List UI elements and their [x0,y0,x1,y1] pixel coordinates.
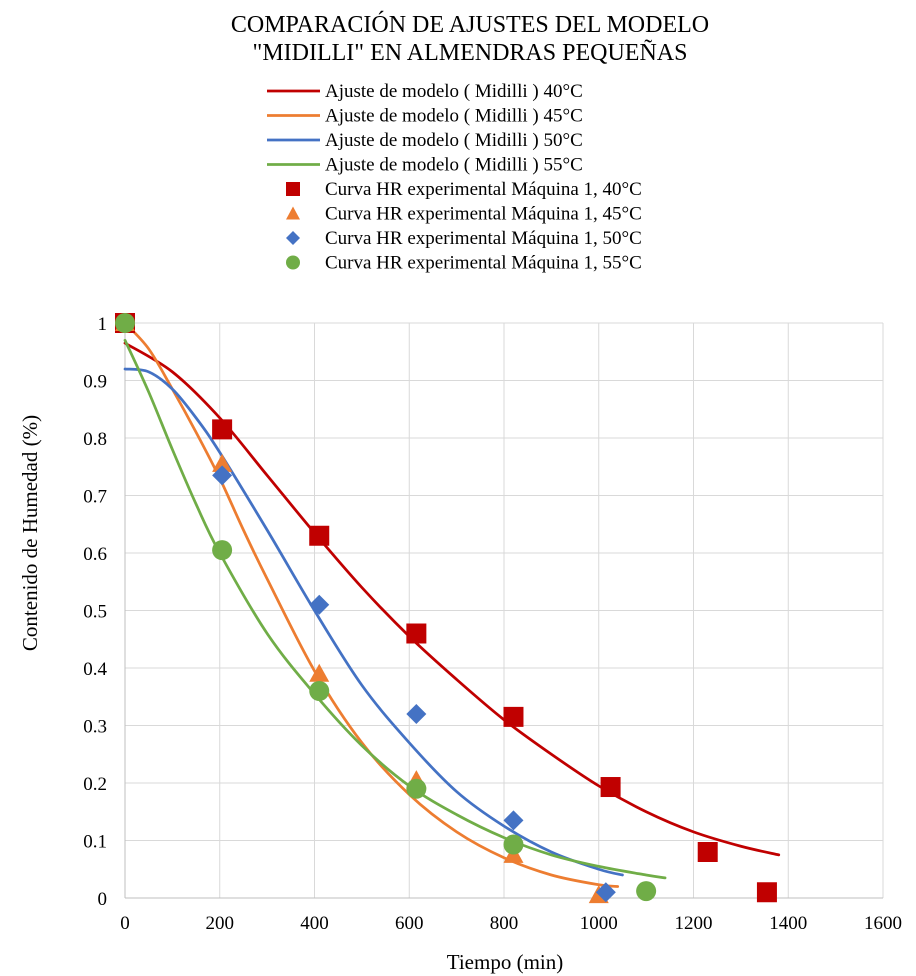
legend-swatch-marker [286,255,300,270]
legend-label: Ajuste de modelo ( Midilli ) 50°C [325,130,583,151]
y-tick-label: 1 [98,314,108,335]
y-tick-label: 0.4 [83,659,107,680]
data-point-curva-hr-experimental-m-quina-1-55-c [212,540,233,561]
x-tick-label: 200 [206,913,235,934]
data-point-curva-hr-experimental-m-quina-1-50-c [309,594,330,615]
data-point-curva-hr-experimental-m-quina-1-50-c [503,810,524,831]
series-line-ajuste-de-modelo-midilli-45-c [123,321,620,888]
series-line-ajuste-de-modelo-midilli-55-c [123,338,667,880]
data-point-curva-hr-experimental-m-quina-1-40-c [697,842,718,862]
x-tick-label: 1000 [580,913,618,934]
y-tick-label: 0.7 [83,487,107,508]
x-tick-label: 0 [120,913,130,934]
legend-label: Curva HR experimental Máquina 1, 55°C [325,253,642,274]
legend-entry-curva-hr-experimental-m-quina-1-45-c: Curva HR experimental Máquina 1, 45°C [286,204,642,225]
legend-entry-curva-hr-experimental-m-quina-1-55-c: Curva HR experimental Máquina 1, 55°C [286,253,642,274]
legend-entry-ajuste-de-modelo-midilli-55-c: Ajuste de modelo ( Midilli ) 55°C [267,155,583,176]
legend-entry-curva-hr-experimental-m-quina-1-40-c: Curva HR experimental Máquina 1, 40°C [286,179,642,200]
data-point-curva-hr-experimental-m-quina-1-50-c [595,882,616,903]
y-tick-label: 0.9 [83,372,107,393]
data-point-curva-hr-experimental-m-quina-1-50-c [212,465,233,486]
series-line-ajuste-de-modelo-midilli-50-c [123,367,624,877]
axes [124,323,883,899]
chart-title: COMPARACIÓN DE AJUSTES DEL MODELO "MIDIL… [231,11,709,66]
data-point-curva-hr-experimental-m-quina-1-40-c [212,419,233,440]
data-point-curva-hr-experimental-m-quina-1-40-c [309,525,330,546]
series [115,313,781,904]
legend-entry-curva-hr-experimental-m-quina-1-50-c: Curva HR experimental Máquina 1, 50°C [286,228,642,249]
x-tick-label: 400 [300,913,329,934]
y-tick-label: 0 [98,889,108,910]
legend-label: Ajuste de modelo ( Midilli ) 45°C [325,106,583,127]
legend-swatch-marker [286,182,300,196]
y-tick-label: 0.6 [83,544,107,565]
legend-entry-ajuste-de-modelo-midilli-50-c: Ajuste de modelo ( Midilli ) 50°C [267,130,583,151]
data-point-curva-hr-experimental-m-quina-1-55-c [115,313,135,333]
y-axis-label: Contenido de Humedad (%) [18,415,42,651]
x-axis-label: Tiempo (min) [447,950,563,974]
y-tick-label: 0.8 [83,429,107,450]
legend-entry-ajuste-de-modelo-midilli-45-c: Ajuste de modelo ( Midilli ) 45°C [267,106,583,127]
legend-entry-ajuste-de-modelo-midilli-40-c: Ajuste de modelo ( Midilli ) 40°C [267,81,583,102]
data-point-curva-hr-experimental-m-quina-1-55-c [503,834,524,855]
legend-swatch-marker [286,231,300,245]
legend-label: Curva HR experimental Máquina 1, 50°C [325,228,642,249]
legend-label: Ajuste de modelo ( Midilli ) 55°C [325,155,583,176]
data-point-curva-hr-experimental-m-quina-1-55-c [636,881,657,902]
x-tick-label: 800 [490,913,519,934]
data-point-curva-hr-experimental-m-quina-1-40-c [406,623,427,644]
data-point-curva-hr-experimental-m-quina-1-55-c [406,778,427,799]
data-point-curva-hr-experimental-m-quina-1-55-c [309,681,330,701]
chart-title-line-2: "MIDILLI" EN ALMENDRAS PEQUEÑAS [253,40,688,66]
data-point-curva-hr-experimental-m-quina-1-40-c [756,882,777,903]
x-tick-label: 1600 [864,913,902,934]
chart-title-line-1: COMPARACIÓN DE AJUSTES DEL MODELO [231,11,709,38]
x-tick-label: 600 [395,913,424,934]
y-tick-label: 0.3 [83,717,107,738]
legend: Ajuste de modelo ( Midilli ) 40°C Ajuste … [267,81,642,274]
data-point-curva-hr-experimental-m-quina-1-40-c [600,777,621,798]
data-point-curva-hr-experimental-m-quina-1-40-c [503,706,524,727]
data-point-curva-hr-experimental-m-quina-1-45-c [212,453,233,472]
data-point-curva-hr-experimental-m-quina-1-45-c [309,663,330,682]
legend-swatch-marker [286,206,300,220]
tick-labels: 0 200 400 600 800 1000 1200 1400 1600 0 0.1 0.2 0.3 0… [83,314,902,934]
x-tick-label: 1400 [769,913,807,934]
legend-label: Curva HR experimental Máquina 1, 40°C [325,179,642,200]
y-tick-label: 0.2 [83,774,107,795]
x-tick-label: 1200 [675,913,713,934]
legend-label: Curva HR experimental Máquina 1, 45°C [325,204,642,225]
data-point-curva-hr-experimental-m-quina-1-50-c [406,704,427,724]
grid [125,322,884,898]
y-tick-label: 0.5 [83,602,107,623]
y-tick-label: 0.1 [83,832,107,853]
legend-label: Ajuste de modelo ( Midilli ) 40°C [325,81,583,102]
